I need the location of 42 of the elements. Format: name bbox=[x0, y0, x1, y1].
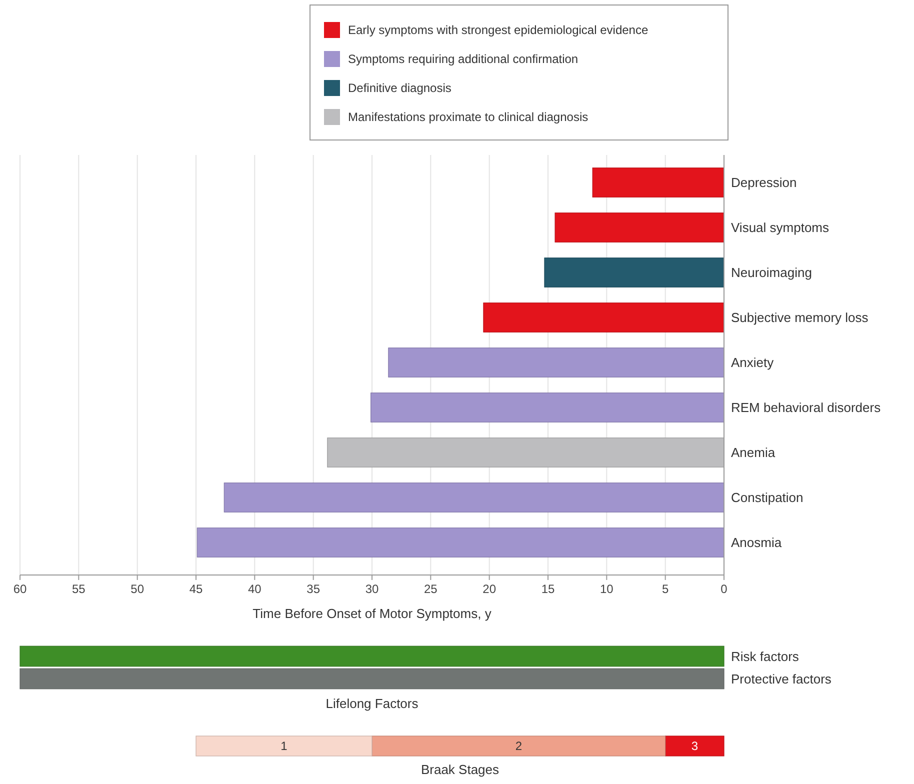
x-axis-title: Braak Stages bbox=[420, 762, 500, 777]
y-tick-label: Risk factors bbox=[731, 648, 800, 664]
bar bbox=[388, 348, 724, 378]
y-tick-label: REM behavioral disorders bbox=[731, 400, 882, 416]
bar bbox=[483, 302, 724, 332]
bar bbox=[554, 212, 724, 242]
x-tick-label: 15 bbox=[541, 582, 555, 596]
x-tick-label: 50 bbox=[130, 582, 144, 596]
y-tick-label: Protective factors bbox=[731, 671, 832, 686]
x-axis-title: Lifelong Factors bbox=[326, 696, 419, 711]
x-tick-label: 40 bbox=[248, 582, 262, 596]
x-axis-title: Time Before Onset of Motor Symptoms, y bbox=[252, 606, 492, 621]
series-label: 3 bbox=[691, 739, 698, 754]
x-tick-label: 45 bbox=[189, 582, 203, 596]
y-tick-label: Constipation bbox=[731, 490, 804, 506]
y-tick-label: Anemia bbox=[731, 445, 776, 460]
x-tick-label: 10 bbox=[600, 582, 614, 596]
bar bbox=[224, 482, 724, 512]
legend-label: Definitive diagnosis bbox=[348, 81, 452, 96]
y-tick-label: Neuroimaging bbox=[731, 265, 812, 280]
y-tick-label: Subjective memory loss bbox=[731, 310, 869, 326]
x-tick-label: 5 bbox=[662, 582, 669, 596]
bar bbox=[592, 168, 724, 198]
legend-label: Manifestations proximate to clinical diagnosis bbox=[348, 110, 588, 124]
x-tick-label: 60 bbox=[13, 582, 27, 596]
y-tick-label: Anxiety bbox=[731, 355, 774, 370]
bar bbox=[544, 258, 724, 288]
x-tick-label: 35 bbox=[306, 582, 320, 596]
y-tick-label: Visual symptoms bbox=[731, 220, 830, 236]
x-tick-label: 30 bbox=[365, 582, 379, 596]
x-tick-label: 20 bbox=[482, 582, 496, 596]
series-label: 2 bbox=[515, 739, 522, 754]
x-tick-label: 55 bbox=[72, 582, 86, 596]
y-tick-label: Anosmia bbox=[731, 535, 782, 550]
x-tick-label: 0 bbox=[720, 582, 728, 596]
bar bbox=[196, 528, 724, 558]
series-label: 1 bbox=[280, 739, 288, 754]
x-tick-label: 25 bbox=[424, 582, 438, 596]
legend-label: Symptoms requiring additional confirmation bbox=[348, 52, 578, 66]
y-tick-label: Depression bbox=[731, 175, 797, 190]
legend-label: Early symptoms with strongest epidemiological evidence bbox=[348, 23, 648, 38]
bar bbox=[370, 392, 724, 422]
